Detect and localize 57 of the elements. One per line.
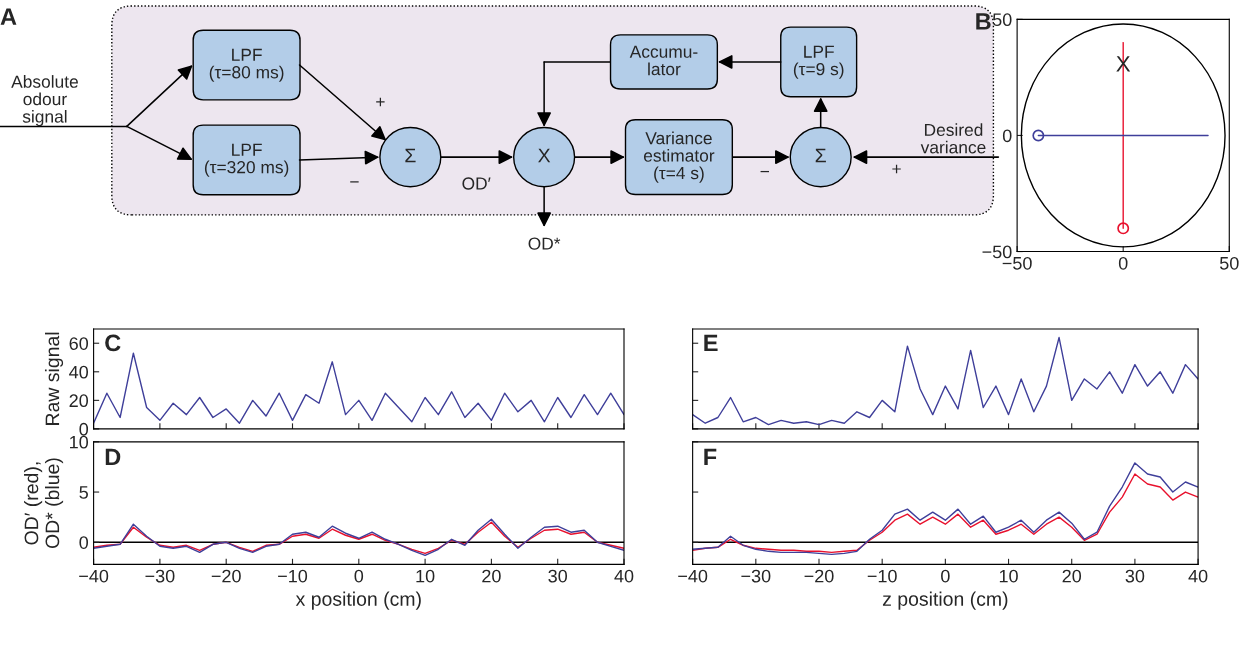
text: Desired variance [920,123,986,154]
x-tick-label: 20 [1062,569,1082,583]
x-tick-label: 0 [354,569,364,583]
chart-title: C [105,334,121,352]
text: + [376,97,385,107]
text: Σ [815,148,826,163]
x-tick-label: 40 [614,569,634,583]
text: Absolute odour signal [11,75,78,127]
y-tick-label: 0 [79,422,89,436]
text: − [350,181,359,183]
text: X [538,148,551,163]
x-tick-label: −50 [1002,256,1032,270]
x-tick-label: −40 [79,569,109,583]
y-tick-label: −50 [982,245,1012,259]
text: LPF (τ=80 ms) [209,48,284,82]
chart-title: B [976,13,991,30]
y-tick-label: 10 [70,435,89,449]
x-tick-label: −40 [678,569,708,583]
x-tick-label: 30 [1125,569,1145,583]
x-tick-label: 0 [1118,256,1128,270]
y-tick-label: 5 [79,486,88,499]
x-tick-label: −30 [741,569,771,583]
x-tick-label: −10 [867,569,897,583]
line-series [93,352,624,424]
y-axis-title: OD′ (red), OD* (blue) [24,458,64,549]
x-tick-label: −30 [145,569,175,583]
x-tick-label: −20 [211,569,241,583]
text: OD* [528,237,561,250]
x-tick-label: 30 [548,569,568,583]
y-tick-label: 0 [1002,129,1012,143]
x-axis-title: x position (cm) [295,591,421,610]
x-tick-label: 50 [1219,256,1239,270]
x-axis-title: z position (cm) [882,591,1008,610]
x-tick-label: 0 [941,569,950,583]
text: A [0,8,17,25]
x-tick-label: 10 [416,569,435,583]
chart-title: F [704,448,717,466]
x-tick-label: −10 [278,569,308,583]
text: LPF (τ=320 ms) [204,143,289,177]
text: Σ [405,148,416,163]
chart-title: E [704,334,718,352]
text: + [892,164,901,174]
text: LPF (τ=9 s) [793,45,844,79]
y-tick-label: 40 [69,365,89,379]
y-axis-title: Raw signal [44,332,64,425]
x-tick-label: 20 [482,569,501,583]
text: Accumu- lator [629,45,698,76]
text: Variance estimator (τ=4 s) [643,131,715,183]
y-tick-label: 50 [992,13,1012,27]
x-tick-label: −20 [804,569,834,583]
y-tick-label: 20 [69,394,89,408]
x-tick-label: 40 [1188,569,1208,583]
y-tick-label: 60 [69,337,89,350]
text: OD′ [462,177,491,190]
y-tick-label: 0 [79,536,89,549]
text: − [760,170,769,173]
chart-title: D [105,448,121,466]
